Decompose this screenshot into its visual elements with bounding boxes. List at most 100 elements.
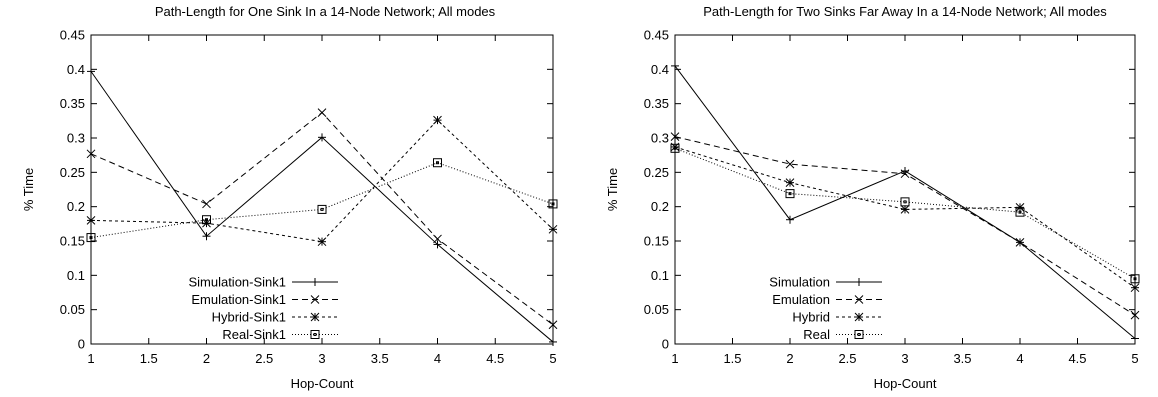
y-tick-label: 0.45 bbox=[644, 28, 669, 43]
legend-label: Emulation-Sink1 bbox=[191, 292, 286, 307]
x-tick-label: 3.5 bbox=[371, 351, 389, 366]
data-point-marker bbox=[785, 159, 795, 169]
legend-label: Real bbox=[803, 327, 830, 342]
data-point bbox=[433, 115, 442, 125]
data-point-marker bbox=[1133, 277, 1137, 281]
legend-marker-shape bbox=[854, 330, 864, 339]
data-point-marker bbox=[903, 200, 907, 204]
y-tick-label: 0.35 bbox=[60, 96, 85, 111]
legend-marker bbox=[311, 278, 319, 286]
data-point-marker bbox=[548, 224, 558, 234]
data-point bbox=[548, 224, 558, 234]
data-point bbox=[86, 233, 96, 243]
y-tick-label: 0.3 bbox=[67, 131, 85, 146]
data-point bbox=[433, 158, 442, 168]
legend-marker bbox=[854, 330, 864, 339]
x-tick-label: 2 bbox=[203, 351, 210, 366]
data-point-marker bbox=[788, 192, 792, 196]
series-4 bbox=[86, 158, 558, 243]
x-tick-label: 1.5 bbox=[140, 351, 158, 366]
data-point bbox=[317, 204, 327, 214]
data-point-marker bbox=[433, 115, 442, 125]
legend-marker bbox=[854, 312, 864, 322]
data-point-marker bbox=[202, 199, 211, 209]
legend-marker-shape bbox=[310, 295, 320, 304]
data-point bbox=[548, 320, 558, 330]
data-point-marker bbox=[551, 202, 555, 206]
data-point bbox=[202, 199, 211, 209]
chart-title: Path-Length for One Sink In a 14-Node Ne… bbox=[155, 4, 496, 19]
y-tick-label: 0.3 bbox=[651, 131, 669, 146]
data-point bbox=[86, 149, 96, 159]
data-point bbox=[86, 216, 96, 225]
data-point-marker bbox=[1130, 274, 1140, 284]
data-point bbox=[900, 205, 910, 214]
data-point-marker bbox=[317, 108, 327, 117]
legend-marker bbox=[310, 312, 320, 322]
x-tick-label: 3 bbox=[901, 351, 908, 366]
data-point-marker bbox=[1015, 238, 1025, 247]
y-tick-label: 0 bbox=[662, 337, 669, 352]
legend-marker-shape bbox=[310, 330, 320, 339]
data-point bbox=[1131, 334, 1139, 343]
x-tick-label: 2.5 bbox=[838, 351, 856, 366]
data-point bbox=[1130, 310, 1140, 320]
y-axis-label: % Time bbox=[21, 168, 36, 211]
data-point bbox=[1015, 238, 1025, 247]
data-point-marker bbox=[1130, 310, 1140, 320]
series-line bbox=[90, 162, 554, 239]
series-4 bbox=[670, 143, 1140, 284]
series-1 bbox=[87, 67, 557, 346]
data-point bbox=[1015, 202, 1025, 212]
data-point bbox=[670, 143, 680, 153]
series-line bbox=[674, 136, 1136, 316]
y-tick-label: 0.25 bbox=[60, 165, 85, 180]
x-tick-label: 1 bbox=[87, 351, 94, 366]
series-2 bbox=[670, 132, 1140, 320]
series-3 bbox=[670, 142, 1140, 293]
legend-label: Hybrid-Sink1 bbox=[212, 310, 286, 325]
data-point-marker bbox=[202, 215, 211, 225]
data-point bbox=[202, 215, 211, 225]
series-3 bbox=[86, 115, 558, 247]
legend-label: Simulation bbox=[769, 275, 830, 290]
y-tick-label: 0.4 bbox=[651, 62, 669, 77]
x-tick-label: 3.5 bbox=[953, 351, 971, 366]
y-tick-label: 0.25 bbox=[644, 165, 669, 180]
data-point bbox=[671, 61, 679, 70]
data-point-marker bbox=[1130, 283, 1140, 293]
data-point bbox=[900, 197, 910, 207]
legend-marker bbox=[855, 278, 863, 286]
x-tick-label: 5 bbox=[1131, 351, 1138, 366]
y-tick-label: 0 bbox=[78, 337, 85, 352]
data-point-marker bbox=[1015, 202, 1025, 212]
data-point-marker bbox=[433, 158, 442, 168]
y-tick-label: 0.4 bbox=[67, 62, 85, 77]
data-point bbox=[318, 133, 326, 142]
data-point-marker bbox=[317, 237, 327, 247]
data-point-marker bbox=[785, 178, 795, 187]
legend-marker-shape bbox=[313, 333, 317, 336]
legend-label: Real-Sink1 bbox=[222, 327, 286, 342]
x-tick-label: 4 bbox=[434, 351, 441, 366]
data-point-marker bbox=[205, 218, 208, 222]
data-point-marker bbox=[548, 199, 558, 209]
data-point-marker bbox=[900, 197, 910, 207]
x-tick-label: 4.5 bbox=[486, 351, 504, 366]
data-point bbox=[548, 199, 558, 209]
x-tick-label: 4.5 bbox=[1068, 351, 1086, 366]
data-point-marker bbox=[86, 233, 96, 243]
data-point-marker bbox=[317, 204, 327, 214]
legend-marker-shape bbox=[310, 312, 320, 322]
y-tick-label: 0.15 bbox=[644, 234, 669, 249]
data-point-marker bbox=[900, 169, 910, 179]
legend-label: Hybrid bbox=[792, 310, 830, 325]
legend-marker-shape bbox=[854, 312, 864, 322]
data-point-marker bbox=[202, 218, 211, 228]
y-tick-label: 0.1 bbox=[67, 268, 85, 283]
data-point-marker bbox=[548, 320, 558, 330]
legend-marker bbox=[854, 295, 864, 304]
legend-marker bbox=[310, 330, 320, 339]
data-point bbox=[785, 178, 795, 187]
data-point bbox=[433, 234, 442, 244]
